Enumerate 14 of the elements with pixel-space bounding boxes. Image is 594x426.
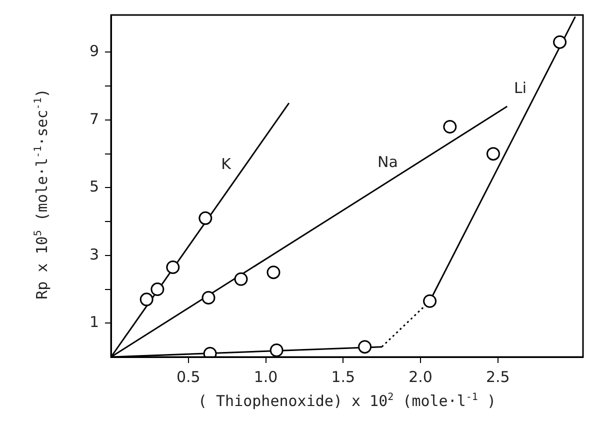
y-tick-label: 9 (89, 42, 99, 60)
y-tick-label: 3 (89, 245, 99, 264)
series-label: K (221, 154, 232, 173)
series-label: Li (514, 78, 527, 97)
x-tick-label: 1.5 (331, 368, 356, 386)
x-tick-label: 1.0 (254, 368, 278, 386)
x-tick-label: 2.0 (408, 368, 432, 386)
y-tick-label: 7 (89, 110, 99, 128)
x-tick-label: 2.5 (486, 368, 510, 386)
y-tick-label: 1 (89, 313, 99, 332)
y-tick-label: 5 (89, 178, 99, 196)
series-label: Na (377, 152, 398, 171)
x-tick-label: 0.5 (176, 368, 200, 386)
x-axis-title: ( Thiophenoxide) x 10$^{2}$ (mole·l$^{-1}$ ) (196, 392, 498, 410)
